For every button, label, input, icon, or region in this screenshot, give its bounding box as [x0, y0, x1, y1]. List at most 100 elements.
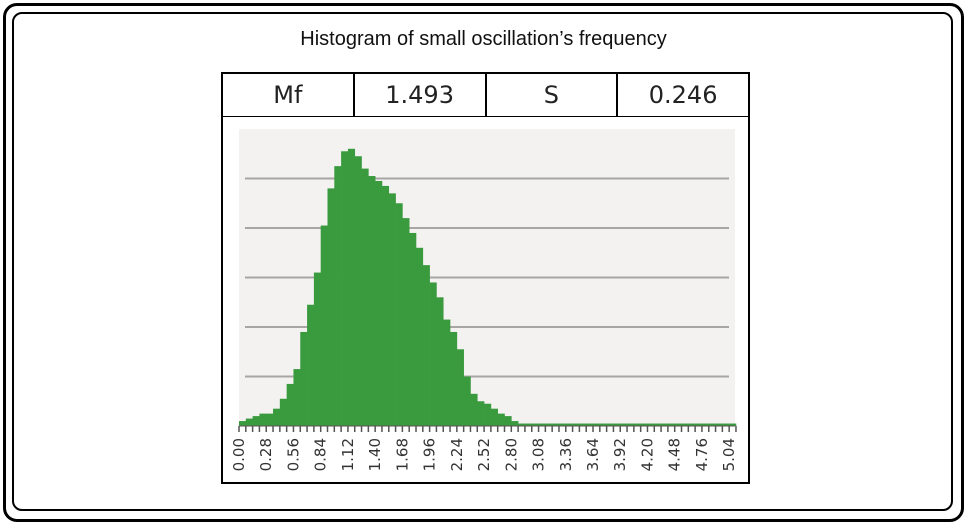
histogram-bar	[293, 369, 301, 426]
x-tick-label: 3.36	[557, 438, 575, 471]
x-tick-label: 5.04	[720, 438, 738, 471]
histogram-bar	[558, 423, 567, 426]
histogram-bar	[456, 349, 464, 426]
histogram-bar	[477, 401, 485, 426]
histogram-bar	[361, 168, 369, 426]
histogram-bar	[654, 423, 662, 426]
histogram-bar	[259, 413, 267, 426]
histogram-panel: 0.00 0.28 0.56 0.84 1.12 1.40 1.68 1.96 2.24 2.52…	[221, 117, 750, 484]
x-tick-label: 3.92	[611, 438, 629, 471]
histogram-bar	[552, 423, 560, 426]
histogram-bar	[381, 185, 390, 426]
histogram-bar	[586, 423, 594, 426]
histogram-bar	[300, 331, 308, 426]
x-tick-label: 4.20	[638, 438, 656, 471]
x-tick-label: 1.96	[421, 438, 439, 471]
histogram-bar	[681, 423, 689, 426]
histogram-bar	[409, 232, 417, 426]
histogram-bar	[545, 423, 553, 426]
histogram-bar	[273, 408, 281, 426]
histogram-bar	[647, 423, 655, 426]
histogram-bar	[640, 423, 648, 426]
histogram-bar	[484, 403, 492, 426]
histogram-bar	[633, 423, 641, 426]
histogram-bar	[518, 423, 526, 426]
stat-label-s: S	[487, 74, 619, 116]
x-tick-label: 4.48	[666, 438, 684, 471]
x-tick-label: 0.28	[257, 438, 275, 471]
histogram-bar	[450, 331, 458, 426]
histogram-bar	[443, 319, 451, 426]
histogram-bar	[463, 376, 471, 426]
histogram-bar	[511, 421, 519, 426]
x-tick-label: 2.80	[502, 438, 520, 471]
chart-title: Histogram of small oscillation’s frequen…	[300, 28, 667, 50]
histogram-bar	[368, 176, 376, 426]
stat-label-mf: Mf	[223, 74, 355, 116]
histogram-bar	[429, 282, 437, 426]
histogram-bar	[722, 423, 730, 426]
histogram-bar	[565, 423, 573, 426]
x-tick-label: 3.08	[530, 438, 548, 471]
x-tick-label: 2.24	[448, 438, 466, 471]
histogram-bar	[661, 423, 669, 426]
x-tick-label: 1.68	[393, 438, 411, 471]
histogram-bar	[416, 247, 424, 426]
histogram-bar	[715, 423, 723, 426]
histogram-bar	[375, 180, 383, 426]
histogram-bar	[538, 423, 546, 426]
histogram-bar	[334, 166, 342, 426]
histogram-bar	[688, 423, 696, 426]
histogram-bar	[239, 421, 247, 426]
histogram-bar	[252, 416, 260, 426]
histogram-bar	[279, 398, 287, 426]
histogram-bar	[354, 156, 362, 426]
histogram-bar	[402, 218, 410, 426]
stat-value-mf: 1.493	[355, 74, 487, 116]
histogram-bar	[490, 408, 498, 426]
histogram-bar	[307, 304, 315, 426]
histogram-bar	[606, 423, 614, 426]
histogram-bar	[695, 423, 703, 426]
inner-frame	[12, 12, 953, 511]
histogram-bar	[388, 193, 396, 426]
histogram-bar	[395, 203, 403, 426]
histogram-bar	[708, 423, 716, 426]
histogram-bar	[579, 423, 587, 426]
histogram-bar	[347, 148, 356, 427]
x-tick-label: 0.00	[230, 438, 248, 471]
x-tick-label: 3.64	[584, 438, 602, 471]
histogram-bar	[422, 265, 430, 426]
histogram-bar	[313, 272, 321, 426]
histogram-bar	[572, 423, 580, 426]
histogram-bar	[701, 423, 710, 426]
x-tick-label: 1.12	[339, 438, 357, 471]
histogram-bar	[524, 423, 533, 426]
x-tick-label: 0.56	[284, 438, 302, 471]
histogram-bar	[327, 188, 335, 426]
histogram-bar	[593, 423, 601, 426]
outer-frame	[3, 3, 964, 522]
histogram-bar	[729, 423, 737, 426]
histogram-bar	[470, 393, 478, 426]
histogram-bar	[341, 151, 349, 426]
histogram-bar	[320, 225, 328, 426]
x-tick-label: 4.76	[693, 438, 711, 471]
stats-table: Mf 1.493 S 0.246	[221, 72, 750, 118]
x-tick-label: 2.52	[475, 438, 493, 471]
histogram-bar	[245, 418, 253, 426]
histogram-bar	[613, 423, 621, 426]
histogram-chart: 0.00 0.28 0.56 0.84 1.12 1.40 1.68 1.96 2.24 2.52…	[230, 129, 738, 471]
x-tick-label: 0.84	[312, 438, 330, 471]
histogram-bar	[599, 423, 607, 426]
histogram-bar	[531, 423, 539, 426]
histogram-bar	[627, 423, 635, 426]
histogram-bar	[620, 423, 628, 426]
histogram-bar	[497, 413, 505, 426]
histogram-bar	[667, 423, 676, 426]
histogram-bar	[266, 413, 274, 426]
histogram-bar	[504, 416, 512, 426]
stat-value-s: 0.246	[648, 81, 718, 109]
histogram-bar	[436, 297, 444, 426]
histogram-bar	[674, 423, 682, 426]
